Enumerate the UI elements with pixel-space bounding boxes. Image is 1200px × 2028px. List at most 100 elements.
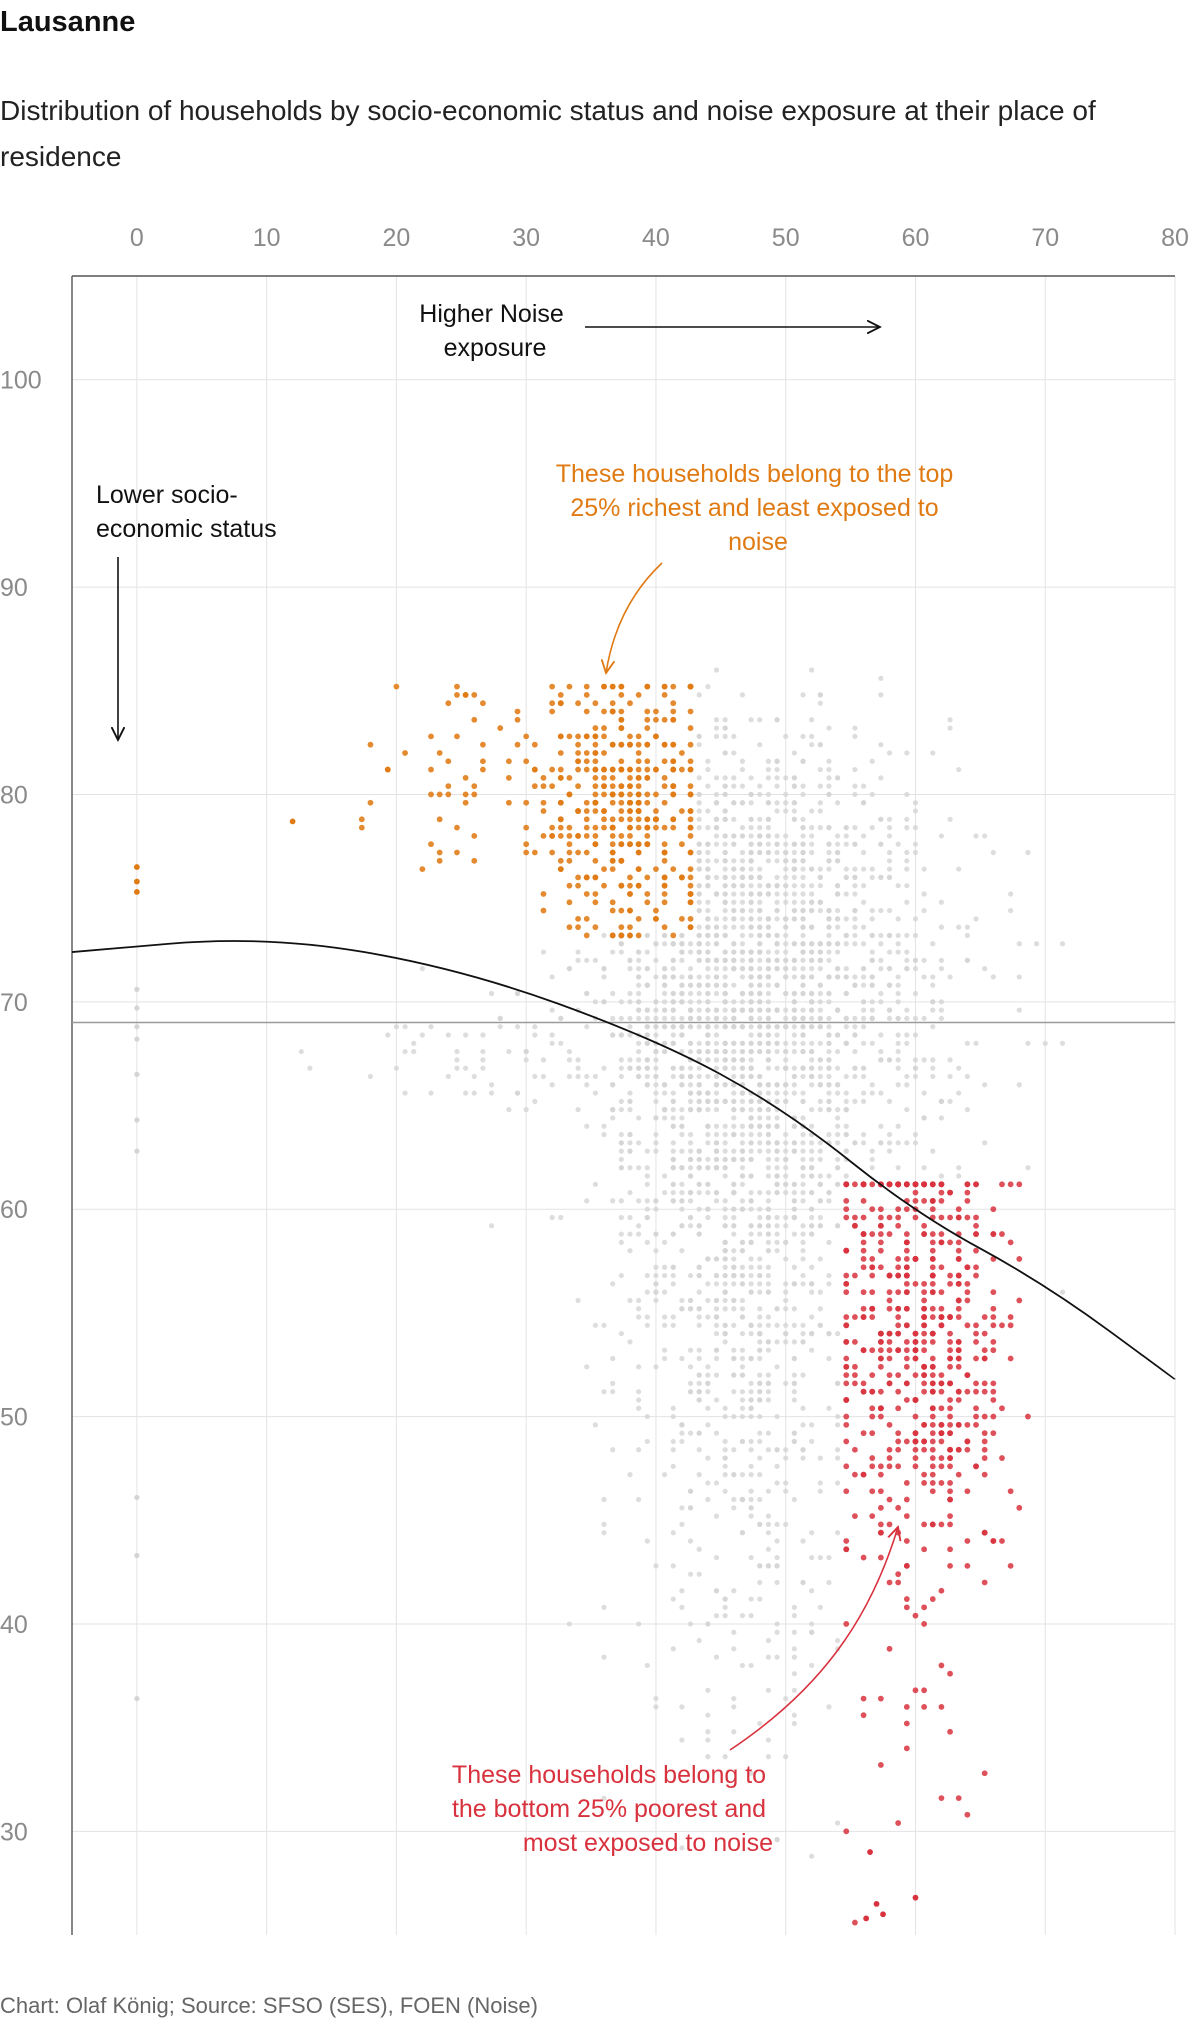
- scatter-point-background: [627, 1472, 633, 1478]
- scatter-point-background: [765, 1530, 772, 1536]
- scatter-point-poor-noisy: [929, 1339, 936, 1345]
- scatter-point-background: [661, 932, 668, 939]
- scatter-point-rich-quiet: [514, 741, 521, 748]
- scatter-point-poor-noisy: [903, 1355, 910, 1362]
- rich-quiet-annotation-line-2: 25% richest and least exposed to: [570, 494, 938, 522]
- scatter-point-poor-noisy: [938, 1421, 945, 1428]
- scatter-point-background: [757, 990, 763, 997]
- scatter-point-background: [731, 1281, 737, 1287]
- scatter-point-background: [912, 932, 919, 939]
- scatter-point-background: [791, 1438, 797, 1445]
- scatter-point-rich-quiet: [549, 824, 556, 831]
- scatter-point-background: [817, 1480, 823, 1486]
- scatter-point-rich-quiet: [592, 733, 599, 740]
- scatter-point-background: [705, 916, 711, 922]
- scatter-point-background: [705, 1107, 711, 1113]
- scatter-point-poor-noisy: [895, 1446, 902, 1453]
- scatter-point-background: [713, 1007, 720, 1013]
- scatter-point-background: [739, 916, 746, 922]
- scatter-point-poor-noisy: [869, 1463, 876, 1470]
- scatter-point-background: [592, 1422, 598, 1428]
- scatter-point-background: [428, 1024, 434, 1030]
- scatter-point-background: [679, 957, 685, 963]
- scatter-point-background: [809, 1148, 815, 1154]
- scatter-point-background: [800, 883, 806, 889]
- scatter-point-poor-noisy: [938, 1521, 945, 1528]
- scatter-point-background: [835, 1007, 841, 1013]
- scatter-point-background: [817, 1148, 823, 1154]
- scatter-point-poor-noisy: [877, 1355, 884, 1362]
- scatter-point-background: [835, 966, 841, 972]
- scatter-point-background: [748, 1613, 754, 1619]
- scatter-point-background: [878, 999, 884, 1005]
- scatter-point-background: [912, 990, 919, 997]
- scatter-point-rich-quiet: [618, 799, 625, 806]
- scatter-point-background: [774, 1538, 780, 1544]
- scatter-point-poor-noisy: [886, 1339, 893, 1345]
- scatter-point-poor-noisy: [981, 1347, 988, 1354]
- scatter-point-background: [783, 1090, 789, 1096]
- scatter-point-poor-noisy: [912, 1612, 919, 1619]
- scatter-point-background: [835, 1637, 841, 1644]
- scatter-point-poor-noisy: [860, 1380, 867, 1387]
- scatter-point-background: [791, 1372, 797, 1378]
- scatter-point-background: [748, 1140, 754, 1146]
- scatter-point-poor-noisy: [860, 1289, 867, 1296]
- scatter-point-background: [748, 1123, 754, 1129]
- scatter-point-poor-noisy: [860, 1712, 867, 1719]
- scatter-point-background: [783, 891, 789, 897]
- scatter-point-background: [298, 1048, 304, 1055]
- scatter-point-poor-noisy: [938, 1795, 945, 1802]
- scatter-point-background: [454, 1065, 460, 1071]
- scatter-point-poor-noisy: [973, 1413, 979, 1420]
- scatter-point-poor-noisy: [912, 1280, 919, 1287]
- scatter-point-background: [783, 775, 789, 781]
- scatter-point-background: [134, 1071, 140, 1077]
- scatter-point-rich-quiet: [592, 766, 599, 773]
- scatter-point-background: [791, 1306, 797, 1312]
- scatter-point-background: [860, 1090, 867, 1096]
- scatter-point-rich-quiet: [549, 783, 556, 790]
- scatter-point-background: [757, 949, 763, 955]
- scatter-point-background: [653, 1281, 659, 1287]
- scatter-point-background: [757, 1264, 763, 1270]
- scatter-point-background: [705, 684, 711, 690]
- scatter-point-rich-quiet: [670, 708, 677, 715]
- scatter-point-poor-noisy: [903, 1562, 910, 1569]
- scatter-point-poor-noisy: [895, 1430, 902, 1437]
- scatter-point-background: [610, 1447, 616, 1453]
- y-tick-label: 50: [0, 1404, 28, 1432]
- scatter-point-poor-noisy: [929, 1247, 936, 1254]
- scatter-point-background: [757, 941, 763, 947]
- scatter-point-poor-noisy: [921, 1380, 928, 1387]
- scatter-point-poor-noisy: [929, 1388, 936, 1395]
- scatter-point-background: [705, 899, 711, 905]
- scatter-point-background: [765, 1380, 772, 1386]
- scatter-point-background: [817, 866, 823, 872]
- scatter-point-background: [791, 974, 797, 980]
- scatter-point-background: [791, 957, 797, 963]
- scatter-point-rich-quiet: [627, 766, 633, 773]
- scatter-point-background: [860, 924, 867, 930]
- scatter-point-background: [835, 1065, 841, 1071]
- scatter-point-background: [800, 1140, 806, 1146]
- scatter-point-poor-noisy: [929, 1355, 936, 1362]
- scatter-point-background: [817, 800, 823, 806]
- scatter-point-background: [835, 1447, 841, 1453]
- scatter-point-background: [713, 1040, 720, 1046]
- scatter-point-poor-noisy: [860, 1554, 867, 1561]
- scatter-point-background: [687, 1082, 694, 1088]
- scatter-point-background: [748, 1048, 754, 1055]
- scatter-point-poor-noisy: [912, 1397, 919, 1403]
- scatter-point-background: [463, 1032, 469, 1038]
- scatter-point-poor-noisy: [929, 1463, 936, 1470]
- scatter-point-background: [687, 1380, 694, 1386]
- scatter-point-background: [869, 1007, 875, 1013]
- scatter-point-rich-quiet: [592, 841, 599, 848]
- scatter-point-poor-noisy: [912, 1455, 919, 1461]
- scatter-point-poor-noisy: [903, 1480, 910, 1486]
- scatter-point-background: [956, 1090, 962, 1096]
- scatter-point-rich-quiet: [687, 766, 694, 773]
- scatter-point-poor-noisy: [912, 1413, 919, 1420]
- scatter-point-background: [826, 990, 832, 997]
